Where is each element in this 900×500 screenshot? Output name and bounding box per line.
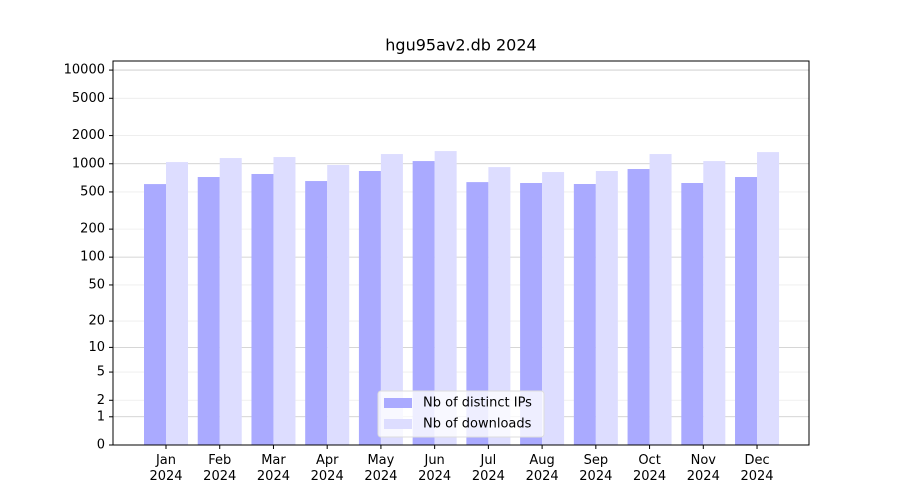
bar [466,182,489,445]
legend-label: Nb of downloads [423,417,532,432]
bar [703,161,726,445]
y-tick-label: 5000 [72,91,105,106]
bar [358,171,381,445]
bar [251,173,274,445]
bar [219,158,242,446]
legend-swatch [384,419,412,429]
x-tick-label: Dec 2024 [740,453,774,484]
y-tick-label: 100 [80,250,105,265]
bar [166,162,188,446]
bar [305,181,328,445]
bar [573,184,596,446]
y-tick-label: 0 [97,438,105,453]
legend: Nb of distinct IPs Nb of downloads [377,390,545,438]
x-tick-label: Mar 2024 [256,453,290,484]
bar [649,154,672,445]
x-tick-label: Feb 2024 [203,453,237,484]
y-tick-label: 500 [80,184,105,199]
bar [681,183,704,445]
bar [627,169,650,445]
bar [144,184,166,446]
x-tick-label: Jun 2024 [418,453,452,484]
y-tick-label: 1 [97,409,105,424]
legend-label: Nb of distinct IPs [423,396,532,411]
bar [757,152,780,445]
y-tick-label: 20 [88,314,105,329]
bar [380,154,403,445]
bar [412,161,435,445]
bar [542,172,565,445]
bar [434,151,457,445]
bar [520,183,543,445]
legend-box [377,390,545,438]
x-tick-label: Jul 2024 [471,453,505,484]
y-tick-label: 10 [88,340,105,355]
bar [327,165,350,446]
x-tick-label: Oct 2024 [633,453,667,484]
legend-swatch [384,398,412,408]
x-tick-label: Apr 2024 [310,453,344,484]
x-tick-label: Nov 2024 [686,453,720,484]
y-tick-label: 50 [88,277,105,292]
y-tick-label: 200 [80,222,105,237]
y-tick-label: 2000 [72,128,105,143]
bar [488,167,511,445]
bar [735,177,758,446]
y-tick-label: 1000 [72,156,105,171]
y-tick-label: 10000 [64,63,105,78]
x-tick-label: Jan 2024 [149,453,183,484]
x-tick-label: Aug 2024 [525,453,559,484]
bar [273,157,296,446]
bar [595,171,618,445]
x-tick-label: May 2024 [364,453,398,484]
y-tick-label: 2 [97,393,105,408]
y-tick-label: 5 [97,365,105,380]
chart-title: hgu95av2.db 2024 [385,36,536,55]
bar [197,177,220,446]
plot-frame [112,60,810,446]
x-tick-label: Sep 2024 [579,453,613,484]
